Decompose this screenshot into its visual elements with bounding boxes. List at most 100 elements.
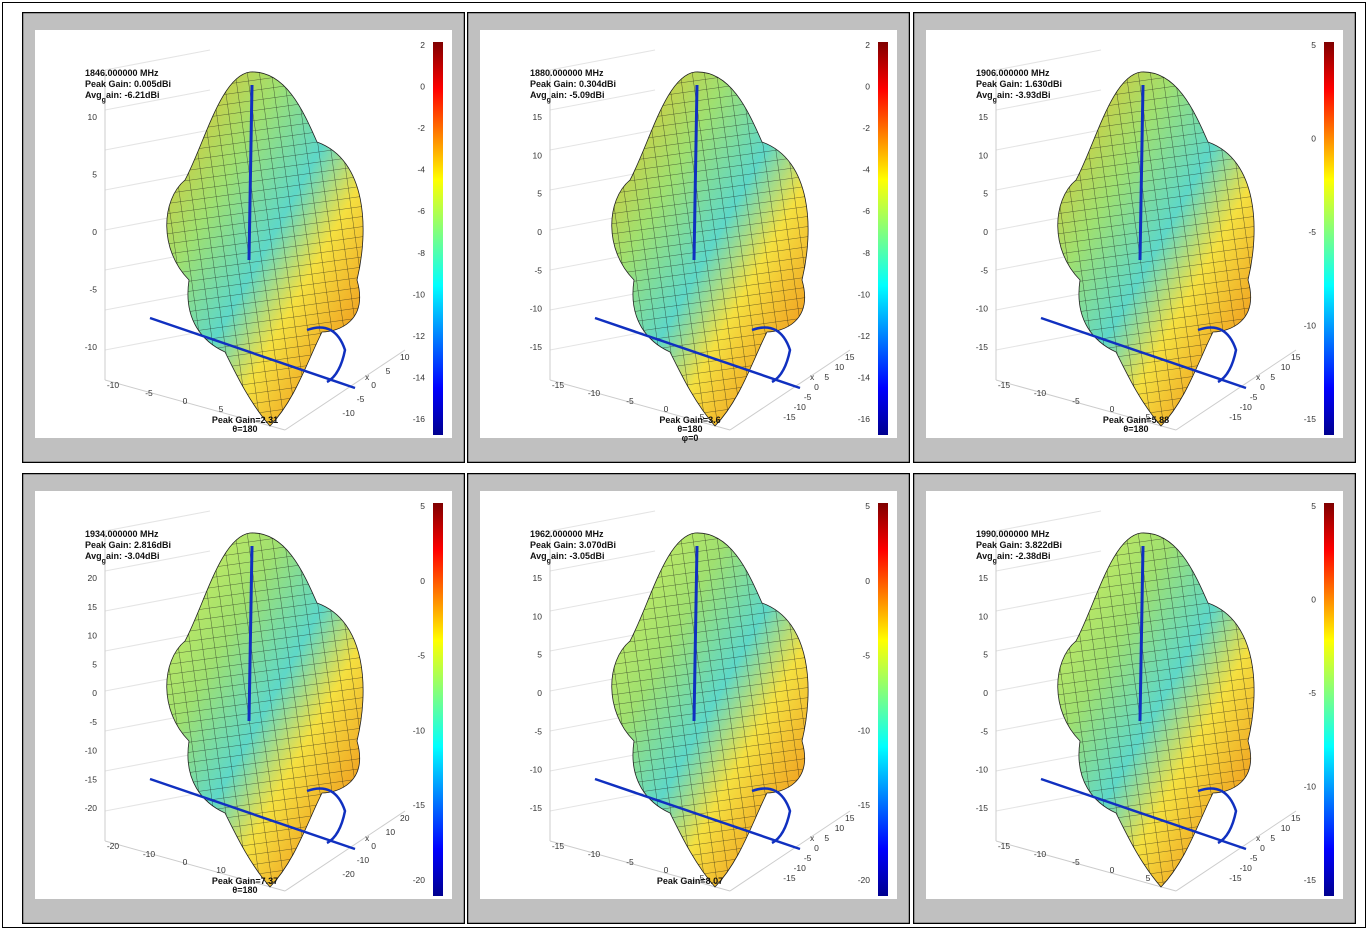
frequency: 1990.000000 MHz: [976, 529, 1050, 539]
z-tick-label: 0: [92, 688, 97, 698]
x-tick-label: 5: [1146, 412, 1151, 422]
x-tick-label: -10: [143, 849, 156, 859]
avg-gain-main: Avg: [976, 90, 993, 100]
phi-arc: [751, 326, 792, 384]
x-tick-label: -10: [107, 380, 120, 390]
z-tick-label: 10: [533, 150, 543, 160]
y-tick-label: 0: [371, 841, 376, 851]
box-grid: [549, 129, 656, 151]
box-edge: [549, 840, 731, 892]
colorbar-tick-label: -16: [413, 414, 426, 424]
colorbar-tick-label: 5: [420, 501, 425, 511]
colorbar-tick-label: -8: [417, 248, 425, 258]
y-tick-label: 15: [845, 352, 855, 362]
frequency: 1934.000000 MHz: [85, 529, 159, 539]
avg-gain-rest: ain: -5.09dBi: [551, 90, 605, 100]
frequency: 1906.000000 MHz: [976, 68, 1050, 78]
box-grid: [995, 590, 1102, 612]
y-tick-label: -5: [1250, 853, 1258, 863]
colorbar-tick-label: -5: [1308, 688, 1316, 698]
x-tick-label: -5: [1072, 396, 1080, 406]
z-tick-label: 10: [979, 150, 989, 160]
box-grid: [104, 510, 211, 532]
y-tick-label: 10: [835, 362, 845, 372]
avg-gain-main: Avg: [530, 551, 547, 561]
colorbar: [878, 42, 888, 435]
y-tick-label: 10: [386, 827, 396, 837]
colorbar-tick-label: -10: [858, 289, 871, 299]
y-tick-label: 0: [814, 843, 819, 853]
colorbar-tick-label: -15: [1304, 414, 1317, 424]
avg-gain-rest: ain: -3.93dBi: [997, 90, 1051, 100]
box-grid: [104, 89, 211, 111]
x-tick-label: 0: [183, 396, 188, 406]
box-grid: [995, 510, 1102, 532]
y-tick-label: 15: [845, 813, 855, 823]
y-tick-label: -15: [783, 873, 796, 883]
y-tick-label: -10: [794, 402, 807, 412]
colorbar-tick-label: 5: [1311, 501, 1316, 511]
z-tick-label: -5: [89, 717, 97, 727]
colorbar-tick-label: 5: [1311, 40, 1316, 50]
avg-gain-rest: ain: -3.04dBi: [106, 551, 160, 561]
colorbar-tick-label: -4: [417, 165, 425, 175]
z-tick-label: -10: [976, 765, 989, 775]
box-edge: [1175, 810, 1297, 892]
avg-gain: Avggain: -3.04dBi: [85, 551, 159, 565]
box-grid: [104, 550, 211, 572]
colorbar: [878, 503, 888, 896]
phi-arc: [306, 326, 347, 384]
axis-label: x: [810, 372, 815, 382]
x-tick-label: -15: [552, 380, 565, 390]
axis-z: [692, 84, 699, 261]
colorbar-tick-label: 0: [420, 82, 425, 92]
axis-x: [594, 316, 801, 390]
x-tick-label: 10: [216, 865, 226, 875]
avg-gain-sub: g: [993, 97, 997, 104]
peak-annotation: Peak Gain=5.88: [1103, 415, 1169, 425]
box-grid: [104, 129, 211, 151]
colorbar-tick-label: 0: [865, 576, 870, 586]
axis-x: [1040, 316, 1247, 390]
avg-gain: Avggain: -3.05dBi: [530, 551, 604, 565]
peak-gain: Peak Gain: 3.070dBi: [530, 540, 616, 550]
z-tick-label: -15: [530, 803, 543, 813]
z-tick-label: -10: [85, 342, 98, 352]
colorbar-tick-label: -2: [417, 123, 425, 133]
colorbar-tick-label: -6: [862, 206, 870, 216]
z-tick-label: -15: [530, 342, 543, 352]
colorbar-tick-label: -10: [413, 289, 426, 299]
x-tick-label: 0: [1110, 404, 1115, 414]
phi-arc: [306, 787, 347, 845]
y-tick-label: 5: [1270, 833, 1275, 843]
avg-gain-main: Avg: [530, 90, 547, 100]
y-tick-label: -5: [357, 394, 365, 404]
z-tick-label: 0: [537, 688, 542, 698]
colorbar-tick-label: 0: [865, 82, 870, 92]
y-tick-label: 5: [386, 366, 391, 376]
peak-gain: Peak Gain: 0.005dBi: [85, 79, 171, 89]
avg-gain-rest: ain: -2.38dBi: [997, 551, 1051, 561]
y-tick-label: 10: [400, 352, 410, 362]
peak-gain: Peak Gain: 2.816dBi: [85, 540, 171, 550]
box-edge: [729, 810, 851, 892]
box-grid: [104, 49, 211, 71]
avg-gain-sub: g: [993, 558, 997, 565]
avg-gain-sub: g: [102, 97, 106, 104]
peak-gain: Peak Gain: 1.630dBi: [976, 79, 1062, 89]
axis-label: x: [365, 833, 370, 843]
colorbar-tick-label: 0: [1311, 134, 1316, 144]
x-tick-label: 5: [700, 412, 705, 422]
z-tick-label: 15: [533, 573, 543, 583]
z-tick-label: -20: [85, 803, 98, 813]
box-edge: [104, 840, 286, 892]
axis-z: [247, 545, 254, 722]
axis-z: [692, 545, 699, 722]
z-tick-label: 5: [537, 189, 542, 199]
phi-arc: [1197, 787, 1238, 845]
colorbar-tick-label: -5: [417, 651, 425, 661]
box-grid: [995, 129, 1102, 151]
